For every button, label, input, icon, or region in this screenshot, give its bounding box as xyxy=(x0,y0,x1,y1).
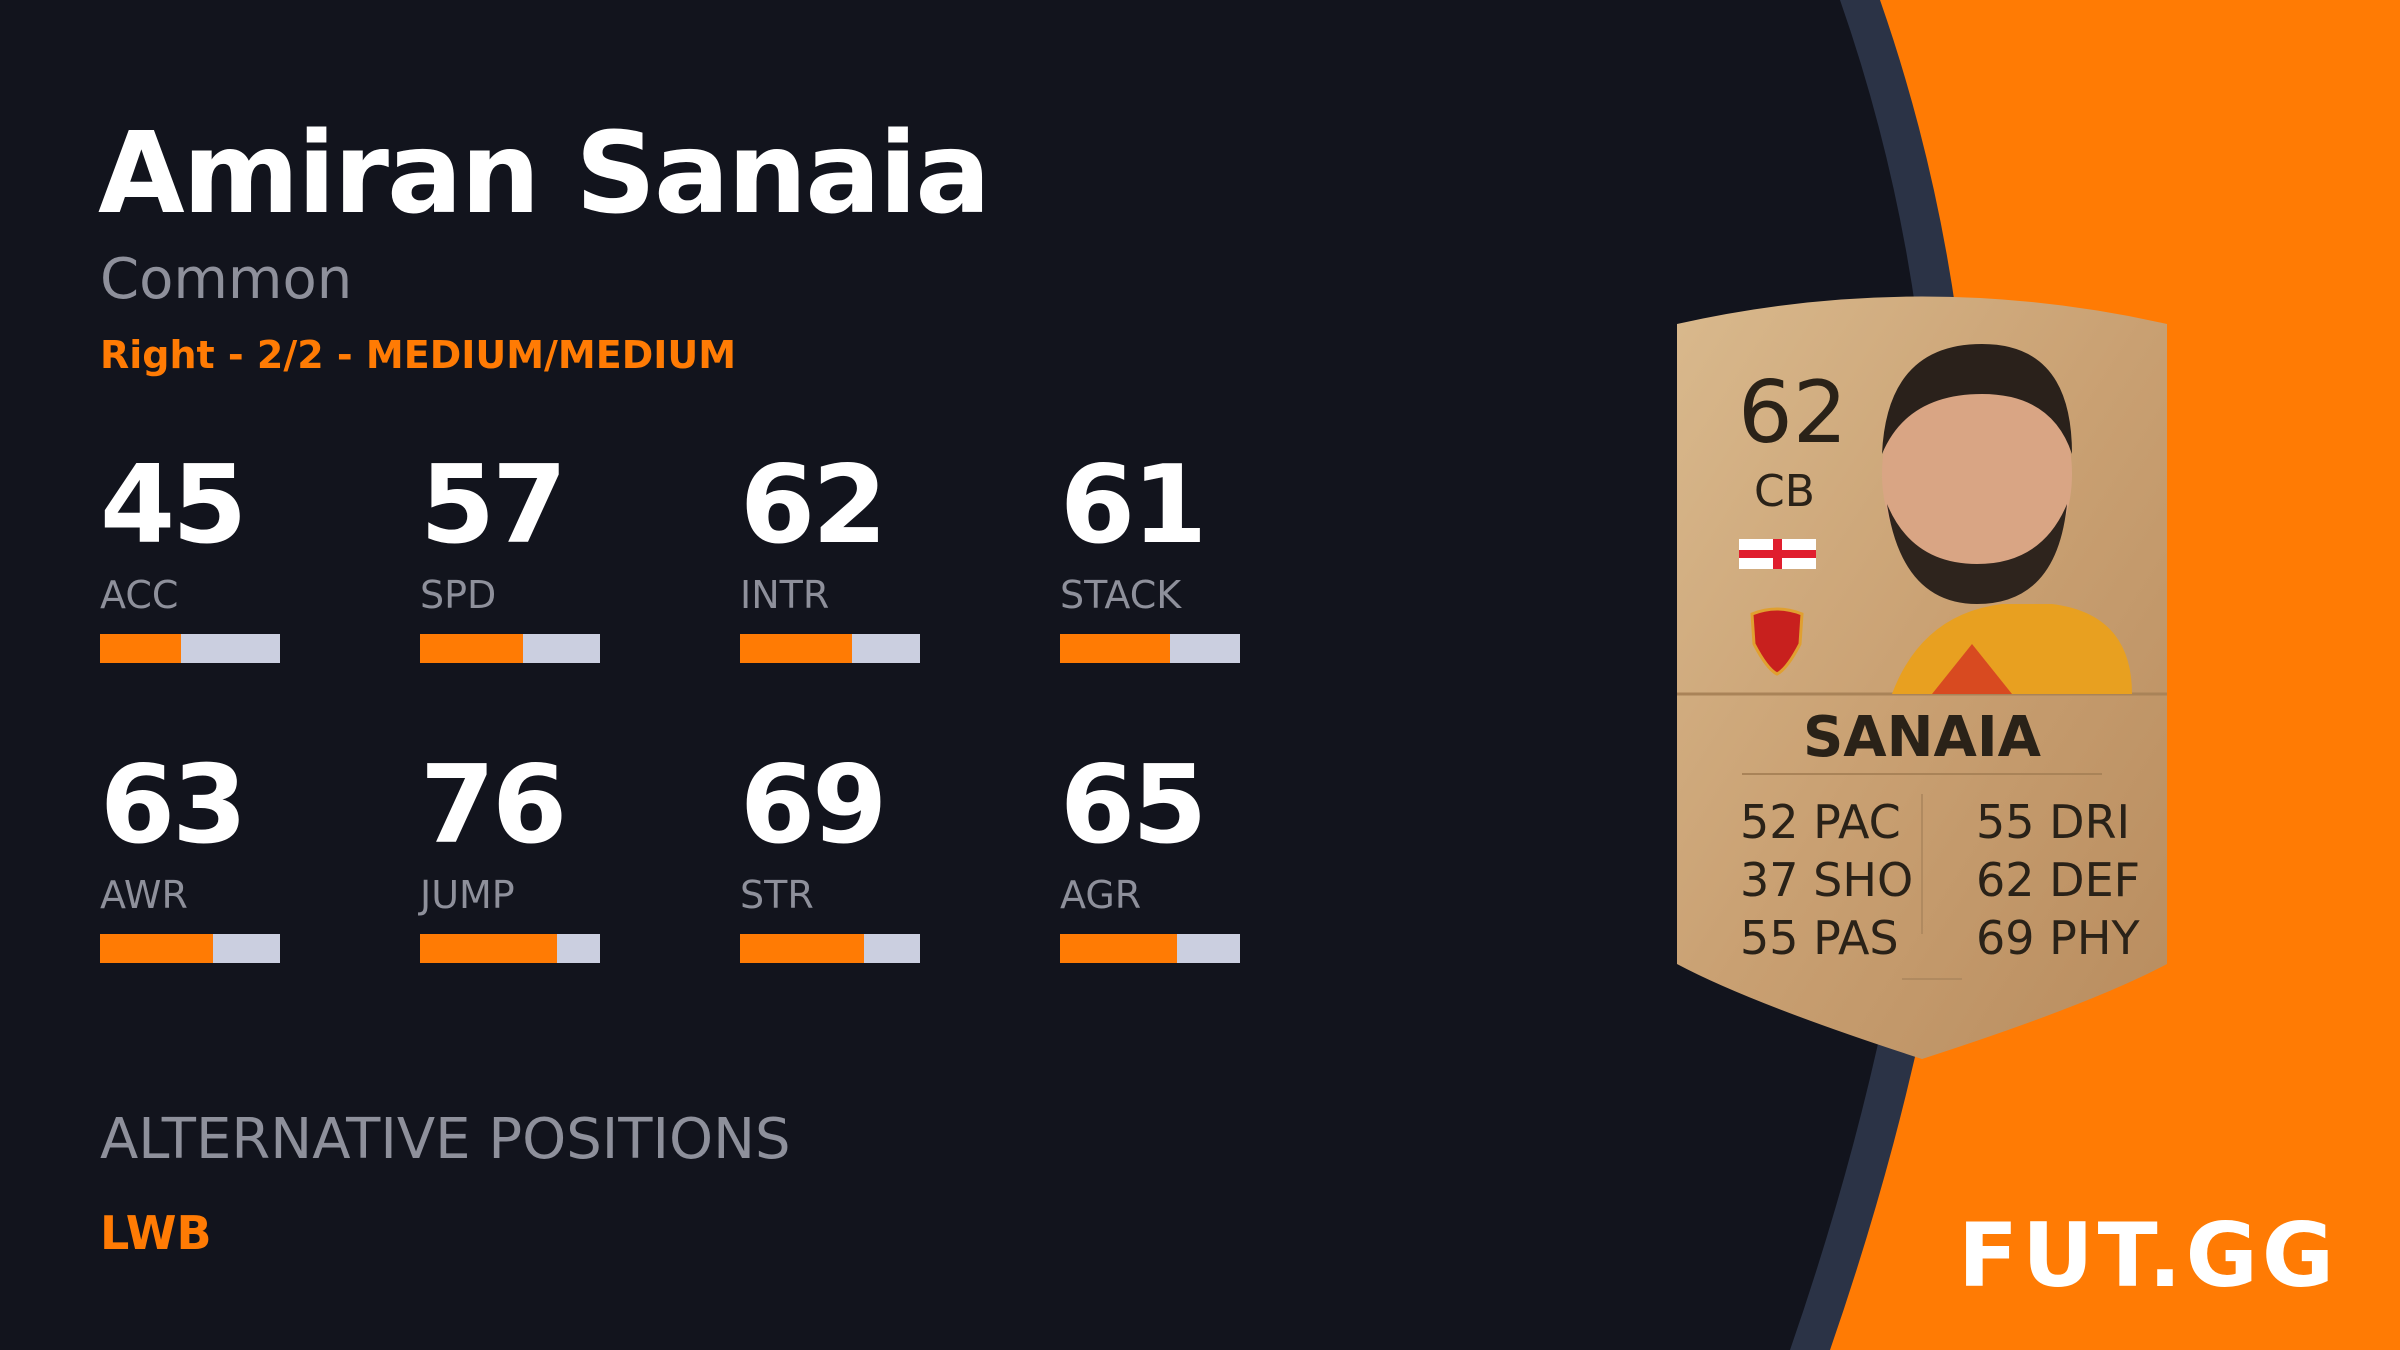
card-attr-sho: 37 SHO xyxy=(1740,857,1913,903)
card-attr-pas: 55 PAS xyxy=(1740,915,1899,961)
club-crest-icon xyxy=(1750,607,1804,676)
alt-positions-value: LWB xyxy=(100,1206,212,1260)
card-attr-pac: 52 PAC xyxy=(1740,799,1901,845)
card-attr-label: PAS xyxy=(1813,911,1899,965)
card-attr-value: 55 xyxy=(1976,795,2035,849)
stat-bar xyxy=(100,634,280,663)
alt-positions-heading: ALTERNATIVE POSITIONS xyxy=(100,1107,791,1172)
card-attr-label: PAC xyxy=(1813,795,1901,849)
stat-label: INTR xyxy=(740,573,830,617)
card-attr-label: SHO xyxy=(1813,853,1914,907)
stat-bar xyxy=(420,634,600,663)
stat-bar xyxy=(1060,634,1240,663)
stat-str: 69 STR xyxy=(740,752,920,963)
stat-label: STACK xyxy=(1060,573,1182,617)
card-attr-label: DRI xyxy=(2049,795,2131,849)
player-rarity: Common xyxy=(100,247,353,312)
stat-label: ACC xyxy=(100,573,179,617)
stat-value: 65 xyxy=(1060,743,1207,868)
stat-value: 63 xyxy=(100,743,247,868)
stat-bar-fill xyxy=(420,934,557,963)
stat-value: 62 xyxy=(740,443,887,568)
stat-value: 69 xyxy=(740,743,887,868)
card-attr-label: PHY xyxy=(2049,911,2140,965)
card-position: CB xyxy=(1754,466,1815,517)
stat-value: 57 xyxy=(420,443,567,568)
stat-bar-fill xyxy=(100,934,214,963)
card-rating: 62 xyxy=(1738,363,1848,463)
card-attr-value: 52 xyxy=(1740,795,1799,849)
player-meta: Right - 2/2 - MEDIUM/MEDIUM xyxy=(100,333,737,377)
card-attr-value: 37 xyxy=(1740,853,1799,907)
player-name: Amiran Sanaia xyxy=(98,109,991,239)
stat-acc: 45 ACC xyxy=(100,452,280,663)
card-name: SANAIA xyxy=(1802,705,2042,770)
card-shape xyxy=(1677,296,2167,1059)
georgia-flag-icon xyxy=(1739,539,1816,569)
stat-value: 45 xyxy=(100,443,247,568)
card-attr-value: 55 xyxy=(1740,911,1799,965)
stat-bar-fill xyxy=(420,634,523,663)
card-attr-dri: 55 DRI xyxy=(1976,799,2130,845)
card-attr-value: 69 xyxy=(1976,911,2035,965)
stat-label: JUMP xyxy=(420,873,515,917)
stat-label: AGR xyxy=(1060,873,1142,917)
futgg-logo: FUT.GG xyxy=(1958,1204,2339,1307)
player-photo xyxy=(1882,344,2132,694)
stat-label: STR xyxy=(740,873,814,917)
stat-label: AWR xyxy=(100,873,188,917)
stat-stack: 61 STACK xyxy=(1060,452,1240,663)
stat-awr: 63 AWR xyxy=(100,752,280,963)
stat-bar xyxy=(1060,934,1240,963)
card-attr-label: DEF xyxy=(2049,853,2141,907)
stat-bar xyxy=(420,934,600,963)
stat-bar-fill xyxy=(740,934,865,963)
stat-label: SPD xyxy=(420,573,497,617)
card-attr-phy: 69 PHY xyxy=(1976,915,2140,961)
stat-value: 61 xyxy=(1060,443,1207,568)
stat-agr: 65 AGR xyxy=(1060,752,1240,963)
stat-jump: 76 JUMP xyxy=(420,752,600,963)
stat-bar-fill xyxy=(740,634,852,663)
player-card: 62 CB SANAIA 52 PAC 37 SHO 55 PAS 55 DRI 62 … xyxy=(1672,284,2172,1068)
stat-bar-fill xyxy=(100,634,181,663)
stat-spd: 57 SPD xyxy=(420,452,600,663)
stat-bar-fill xyxy=(1060,634,1170,663)
stat-intr: 62 INTR xyxy=(740,452,920,663)
card-attr-def: 62 DEF xyxy=(1976,857,2140,903)
stat-bar xyxy=(740,934,920,963)
stat-bar xyxy=(100,934,280,963)
stat-value: 76 xyxy=(420,743,567,868)
card-attr-value: 62 xyxy=(1976,853,2035,907)
stat-bar-fill xyxy=(1060,934,1177,963)
stat-bar xyxy=(740,634,920,663)
